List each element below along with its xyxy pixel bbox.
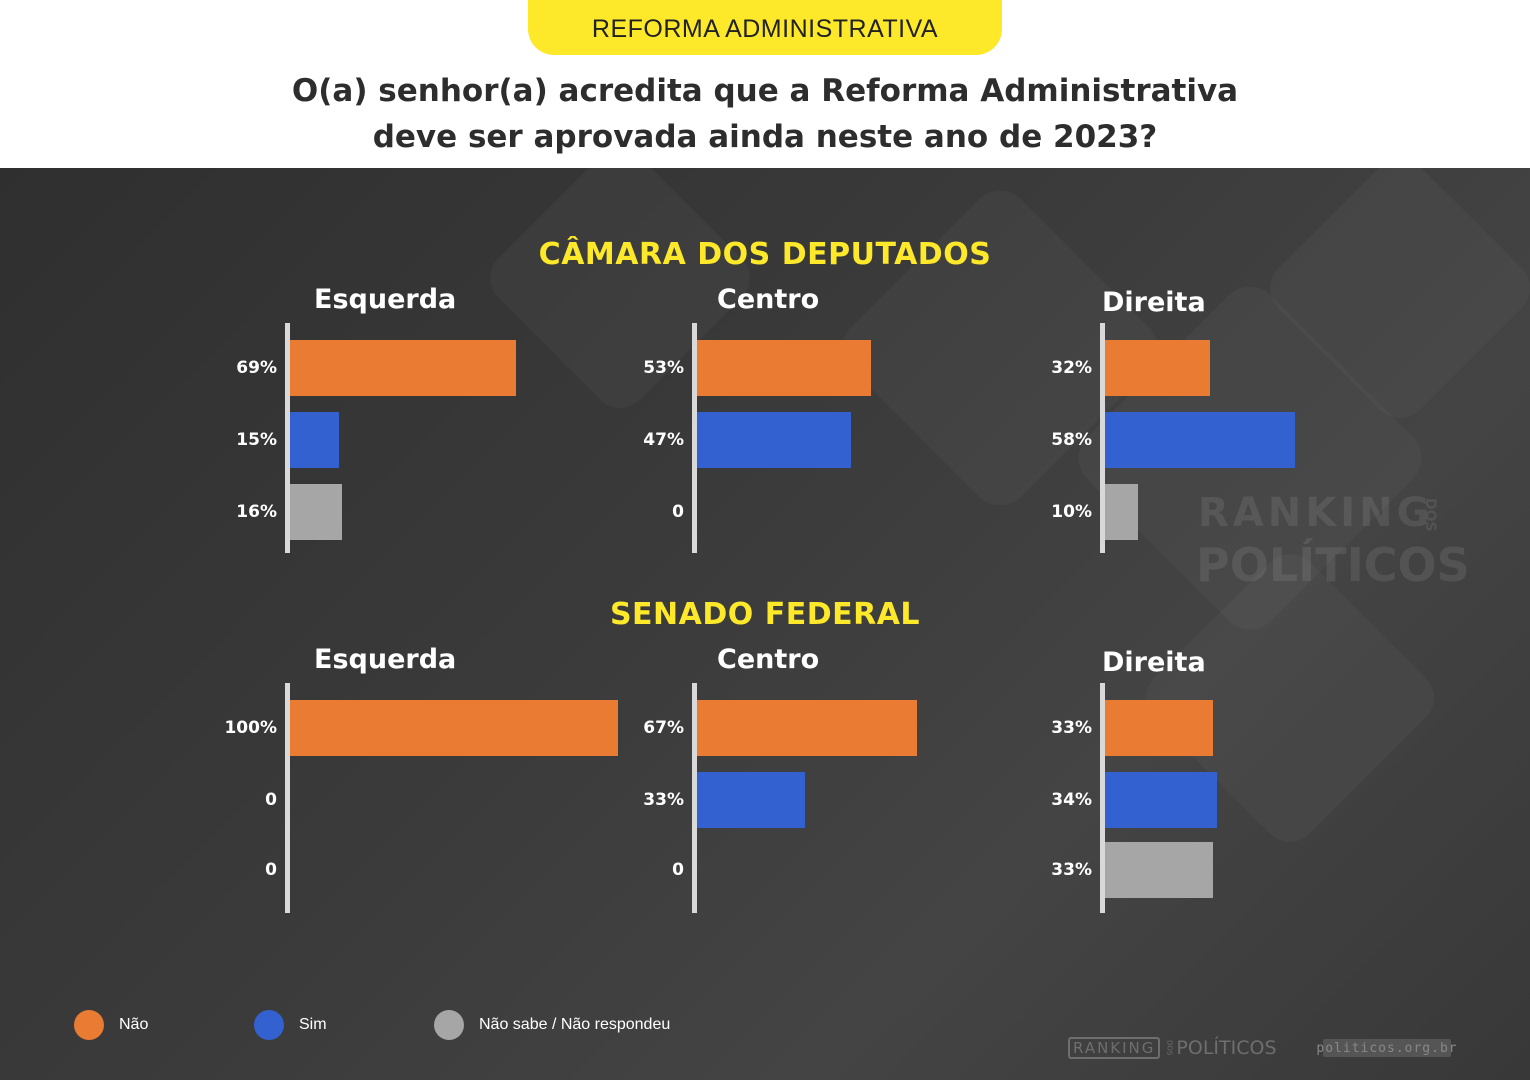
value-label-senado-direita-sim: 34%	[1051, 790, 1092, 810]
group-title-camara-esquerda: Esquerda	[314, 284, 457, 315]
bar-senado-direita-nao-sabe	[1105, 842, 1213, 898]
value-label-senado-direita-nao: 33%	[1051, 718, 1092, 738]
value-label-senado-esquerda-nao: 100%	[224, 718, 277, 738]
axis-senado-centro	[692, 683, 697, 913]
footer-logo-ranking: RANKING	[1068, 1037, 1161, 1059]
bar-senado-centro-nao	[697, 700, 917, 756]
section-title-camara: CÂMARA DOS DEPUTADOS	[538, 237, 992, 272]
bar-senado-esquerda-nao	[290, 700, 618, 756]
footer-url: politicos.org.br	[1316, 1039, 1458, 1057]
bar-camara-centro-nao	[697, 340, 871, 396]
value-label-camara-esquerda-nao: 69%	[236, 358, 277, 378]
bar-senado-direita-sim	[1105, 772, 1217, 828]
bar-camara-direita-sim	[1105, 412, 1295, 468]
value-label-senado-direita-nao-sabe: 33%	[1051, 860, 1092, 880]
value-label-senado-centro-sim: 33%	[643, 790, 684, 810]
value-label-camara-direita-nao: 32%	[1051, 358, 1092, 378]
axis-camara-centro	[692, 323, 697, 553]
question-title: O(a) senhor(a) acredita que a Reforma Ad…	[0, 68, 1530, 160]
value-label-senado-centro-nao: 67%	[643, 718, 684, 738]
bar-camara-esquerda-nao	[290, 340, 516, 396]
value-label-camara-esquerda-sim: 15%	[236, 430, 277, 450]
chart-panel: RANKING DOS POLÍTICOS	[0, 168, 1530, 1080]
legend-item-sim: Sim	[254, 1010, 327, 1040]
axis-senado-esquerda	[285, 683, 290, 913]
value-label-camara-centro-nao-sabe: 0	[672, 502, 684, 522]
section-title-senado: SENADO FEDERAL	[609, 597, 921, 632]
group-title-senado-centro: Centro	[717, 644, 820, 675]
legend-label-nao: Não	[119, 1016, 149, 1033]
group-title-camara-direita: Direita	[1102, 287, 1206, 318]
footer-logo-politicos: POLÍTICOS	[1176, 1037, 1277, 1059]
value-label-camara-centro-nao: 53%	[643, 358, 684, 378]
bar-camara-esquerda-nao-sabe	[290, 484, 342, 540]
question-line-2: deve ser aprovada ainda neste ano de 202…	[372, 119, 1158, 155]
bar-senado-centro-sim	[697, 772, 805, 828]
bar-camara-centro-sim	[697, 412, 851, 468]
group-title-senado-esquerda: Esquerda	[314, 644, 457, 675]
header-area: REFORMA ADMINISTRATIVA O(a) senhor(a) ac…	[0, 0, 1530, 168]
legend-swatch-nao	[74, 1010, 104, 1040]
legend-label-nao-sabe: Não sabe / Não respondeu	[479, 1016, 671, 1033]
group-title-senado-direita: Direita	[1102, 647, 1206, 678]
footer-logo-dos: DOS	[1165, 1040, 1174, 1056]
bar-camara-esquerda-sim	[290, 412, 339, 468]
footer-logo: RANKING DOS POLÍTICOS	[1068, 1037, 1277, 1059]
watermark-politicos: POLÍTICOS	[1196, 538, 1470, 592]
axis-senado-direita	[1100, 683, 1105, 913]
value-label-senado-esquerda-nao-sabe: 0	[265, 860, 277, 880]
value-label-camara-direita-sim: 58%	[1051, 430, 1092, 450]
axis-camara-direita	[1100, 323, 1105, 553]
legend-swatch-nao-sabe	[434, 1010, 464, 1040]
group-title-camara-centro: Centro	[717, 284, 820, 315]
bar-camara-direita-nao	[1105, 340, 1210, 396]
value-label-camara-centro-sim: 47%	[643, 430, 684, 450]
bar-camara-direita-nao-sabe	[1105, 484, 1138, 540]
watermark-ranking: RANKING	[1198, 490, 1434, 536]
legend-swatch-sim	[254, 1010, 284, 1040]
legend-item-nao: Não	[74, 1010, 148, 1040]
question-line-1: O(a) senhor(a) acredita que a Reforma Ad…	[291, 73, 1239, 109]
legend-label-sim: Sim	[299, 1016, 327, 1033]
legend-item-nao-sabe: Não sabe / Não respondeu	[434, 1010, 670, 1040]
topic-tag: REFORMA ADMINISTRATIVA	[528, 0, 1002, 55]
watermark-dos: DOS	[1422, 498, 1438, 532]
axis-camara-esquerda	[285, 323, 290, 553]
value-label-camara-esquerda-nao-sabe: 16%	[236, 502, 277, 522]
value-label-senado-centro-nao-sabe: 0	[672, 860, 684, 880]
value-label-senado-esquerda-sim: 0	[265, 790, 277, 810]
bar-senado-direita-nao	[1105, 700, 1213, 756]
value-label-camara-direita-nao-sabe: 10%	[1051, 502, 1092, 522]
